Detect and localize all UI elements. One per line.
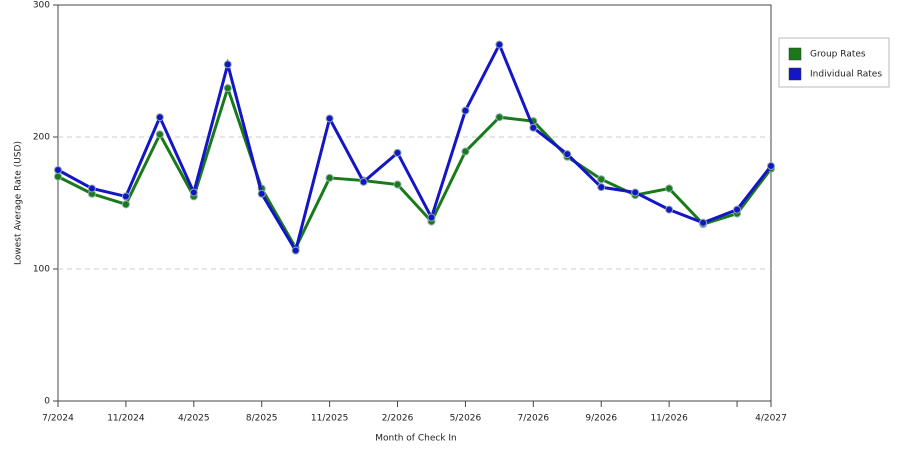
x-tick-label: 4/2027 (755, 414, 787, 424)
point (461, 106, 470, 115)
point (359, 177, 368, 186)
point (291, 246, 300, 255)
series-line (57, 83, 773, 252)
point (54, 172, 62, 181)
plot-area (57, 4, 772, 402)
y-tick-label: 300 (33, 1, 50, 11)
x-tick-label: 2/2026 (382, 414, 414, 424)
x-tick-label: 4/2025 (178, 414, 210, 424)
point (597, 183, 606, 192)
point (257, 189, 266, 198)
x-tick-label: 11/2026 (650, 414, 688, 424)
legend-swatch (788, 67, 802, 81)
point (121, 192, 130, 201)
point (665, 184, 674, 193)
x-tick-label: 11/2025 (311, 414, 348, 424)
x-tick-label: 9/2026 (585, 414, 617, 424)
point (495, 113, 504, 122)
x-axis-title: Month of Check In (375, 434, 457, 444)
x-tick-label: 5/2026 (450, 414, 482, 424)
series-line (57, 41, 773, 255)
y-tick-label: 100 (33, 265, 50, 275)
y-axis-title: Lowest Average Rate (USD) (14, 141, 24, 265)
point (189, 188, 198, 197)
point (597, 175, 606, 184)
point (631, 188, 640, 197)
point (155, 113, 164, 122)
point (87, 184, 96, 193)
legend-swatch (788, 47, 802, 61)
point (563, 150, 572, 159)
point (495, 40, 504, 49)
point (529, 123, 538, 132)
point (665, 205, 674, 214)
y-tick-label: 0 (44, 397, 50, 407)
point (223, 84, 232, 93)
point (461, 147, 470, 156)
point (54, 166, 62, 174)
point (223, 60, 232, 69)
point (121, 200, 130, 209)
x-tick-label: 8/2025 (246, 414, 278, 424)
point (325, 173, 334, 182)
point (427, 213, 436, 222)
point (155, 130, 164, 139)
point (325, 114, 334, 123)
legend-label: Individual Rates (810, 70, 882, 80)
legend-label: Group Rates (810, 50, 866, 60)
point (733, 205, 742, 214)
point (393, 148, 402, 157)
point (767, 162, 775, 171)
point (393, 180, 402, 189)
x-tick-label: 11/2024 (107, 414, 145, 424)
y-tick-label: 200 (33, 133, 50, 143)
x-tick-label: 7/2024 (42, 414, 74, 424)
point (699, 218, 708, 227)
x-tick-label: 7/2026 (517, 414, 549, 424)
